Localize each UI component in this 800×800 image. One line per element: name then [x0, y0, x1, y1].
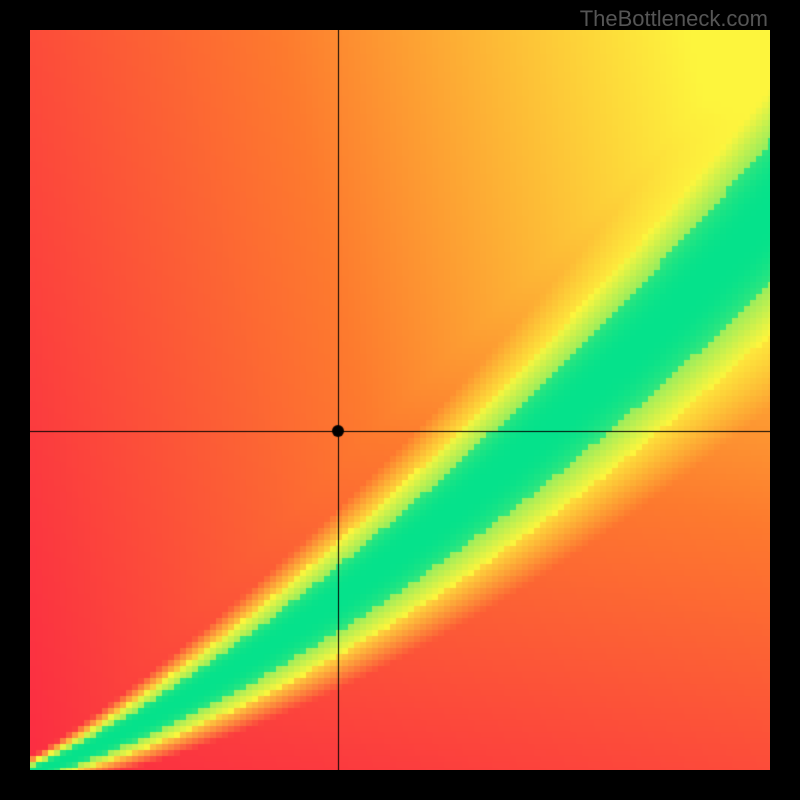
chart-container: TheBottleneck.com	[0, 0, 800, 800]
heatmap-canvas	[30, 30, 770, 770]
heatmap-plot	[30, 30, 770, 770]
watermark-text: TheBottleneck.com	[580, 6, 768, 32]
